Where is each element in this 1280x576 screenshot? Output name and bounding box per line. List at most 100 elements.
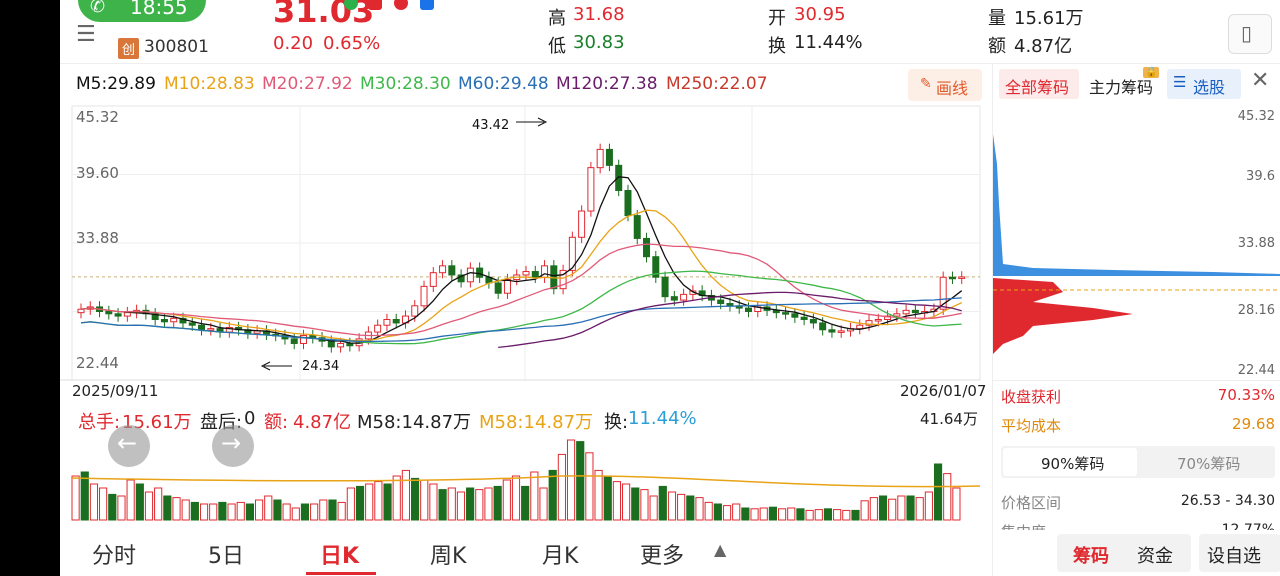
amount-label: 额	[988, 36, 1006, 57]
candle-down	[198, 324, 206, 331]
volume-bar-up	[429, 483, 438, 521]
volume-bar-up	[117, 495, 126, 521]
volume-bar-up	[704, 501, 713, 521]
period-tab[interactable]: 5日	[208, 544, 244, 569]
volume-bar-down	[603, 475, 612, 521]
main-chips-tab[interactable]: 主力筹码	[1089, 78, 1154, 97]
candle-down	[105, 311, 113, 315]
candle-up	[568, 236, 576, 271]
volume-bar-down	[328, 499, 337, 521]
volume-bar-up	[924, 491, 933, 521]
volume-bar-up	[374, 481, 383, 521]
draw-line-button[interactable]: ✎ 画线	[908, 69, 982, 101]
candles	[77, 143, 966, 353]
vol-total-label: 总手:	[78, 412, 121, 433]
kline-chart[interactable]: 45.32 39.60 33.88 22.44 43.42 24.34	[60, 100, 990, 400]
volume-bar-up	[842, 509, 851, 521]
range-70-tab[interactable]: 70%筹码	[1177, 455, 1241, 473]
volume-bar-up	[484, 487, 493, 521]
vol-turn-value: 11.44%	[628, 408, 697, 429]
candle-up	[522, 271, 530, 276]
amount-value: 4.87亿	[1014, 36, 1073, 57]
landscape-toggle-button[interactable]: ▯	[1228, 14, 1272, 54]
period-tab[interactable]: 月K	[542, 544, 579, 569]
weibo-icon[interactable]	[368, 0, 382, 10]
volume-bar-up	[814, 509, 823, 521]
volume-bar-down	[686, 495, 695, 521]
period-tab[interactable]: 分时	[92, 544, 137, 569]
all-chips-tab[interactable]: 全部筹码	[999, 69, 1079, 99]
ma-line	[80, 176, 963, 344]
vol-amount-label: 额:	[264, 412, 289, 433]
low-arrow-head	[260, 361, 271, 371]
arrow-right-icon: →	[221, 429, 242, 457]
money-button[interactable]: 资金	[1137, 546, 1173, 567]
volume-bar-up	[612, 481, 622, 521]
volume-bar-up	[787, 507, 796, 521]
volume-bar-down	[80, 471, 89, 521]
menu-icon[interactable]: ☰	[76, 22, 96, 47]
candle-down	[745, 307, 752, 312]
volume-bar-up	[759, 507, 768, 521]
volume-bar-up	[511, 475, 521, 521]
turnover-label: 换	[768, 36, 786, 57]
volume-bar-up	[667, 491, 677, 521]
volume-bar-down	[878, 495, 888, 521]
volume-bar-up	[282, 503, 291, 521]
alipay-icon[interactable]	[420, 0, 434, 10]
volume-bar-up	[89, 483, 99, 521]
volume-chart[interactable]	[60, 430, 990, 522]
next-button[interactable]: →	[212, 425, 254, 467]
volume-bar-up	[750, 508, 759, 521]
volume-bar-up	[401, 469, 410, 521]
close-icon[interactable]: ✕	[1251, 68, 1270, 93]
volume-bar-down	[631, 487, 640, 521]
range-90-tab[interactable]: 90%筹码	[1003, 448, 1137, 476]
volume-bar-up	[144, 491, 154, 521]
volume-bar-up	[310, 503, 319, 521]
y-axis-label: 22.44	[76, 354, 119, 372]
candle-down	[114, 313, 122, 317]
volume-bar-up	[502, 479, 511, 521]
volume-label: 量	[988, 8, 1006, 29]
candle-down	[661, 276, 669, 298]
expand-icon[interactable]: ▲	[714, 540, 727, 559]
period-tab[interactable]: 日K	[320, 544, 360, 569]
volume-bar-down	[245, 503, 255, 521]
candle-down	[188, 322, 196, 326]
candle-down	[392, 318, 400, 324]
candle-up	[837, 330, 845, 333]
ma-legend-item: M120:27.38	[556, 74, 658, 94]
volume-bar-up	[897, 495, 906, 521]
active-tab-underline	[306, 572, 376, 575]
candle-up	[578, 210, 586, 238]
volume-bar-down	[108, 493, 117, 521]
add-watchlist-button[interactable]: 设自选	[1199, 534, 1280, 572]
volume-bar-down	[741, 507, 750, 521]
low-label: 低	[548, 36, 566, 57]
volume-bar-up	[649, 495, 658, 521]
volume-bar-up	[264, 495, 273, 521]
profit-value: 70.33%	[1217, 386, 1275, 404]
select-stock-tab[interactable]: ☰ 选股	[1167, 69, 1241, 99]
chips-button[interactable]: 筹码	[1073, 546, 1109, 567]
open-value: 30.95	[794, 4, 846, 25]
price-change: 0.20	[273, 33, 314, 54]
volume-bar-up	[227, 503, 236, 521]
period-tab[interactable]: 周K	[430, 544, 467, 569]
netease-icon[interactable]	[394, 0, 408, 10]
chip-loss-area	[993, 278, 1133, 354]
prev-button[interactable]: ←	[108, 425, 150, 467]
vol-after-value: 0	[244, 408, 256, 429]
chips-money-switch: 筹码 资金	[1057, 534, 1191, 572]
period-tab[interactable]: 更多	[640, 544, 685, 569]
select-stock-label: 选股	[1193, 78, 1226, 97]
candle-down	[476, 267, 484, 278]
chip-y-label: 39.6	[1246, 169, 1275, 184]
vol-m58-a: M58:14.87万	[357, 412, 472, 433]
volume-value: 15.61万	[1014, 8, 1084, 29]
volume-bar-up	[915, 497, 924, 521]
stock-code: 300801	[144, 37, 209, 57]
wechat-icon[interactable]	[344, 0, 358, 10]
candle-down	[911, 309, 919, 314]
